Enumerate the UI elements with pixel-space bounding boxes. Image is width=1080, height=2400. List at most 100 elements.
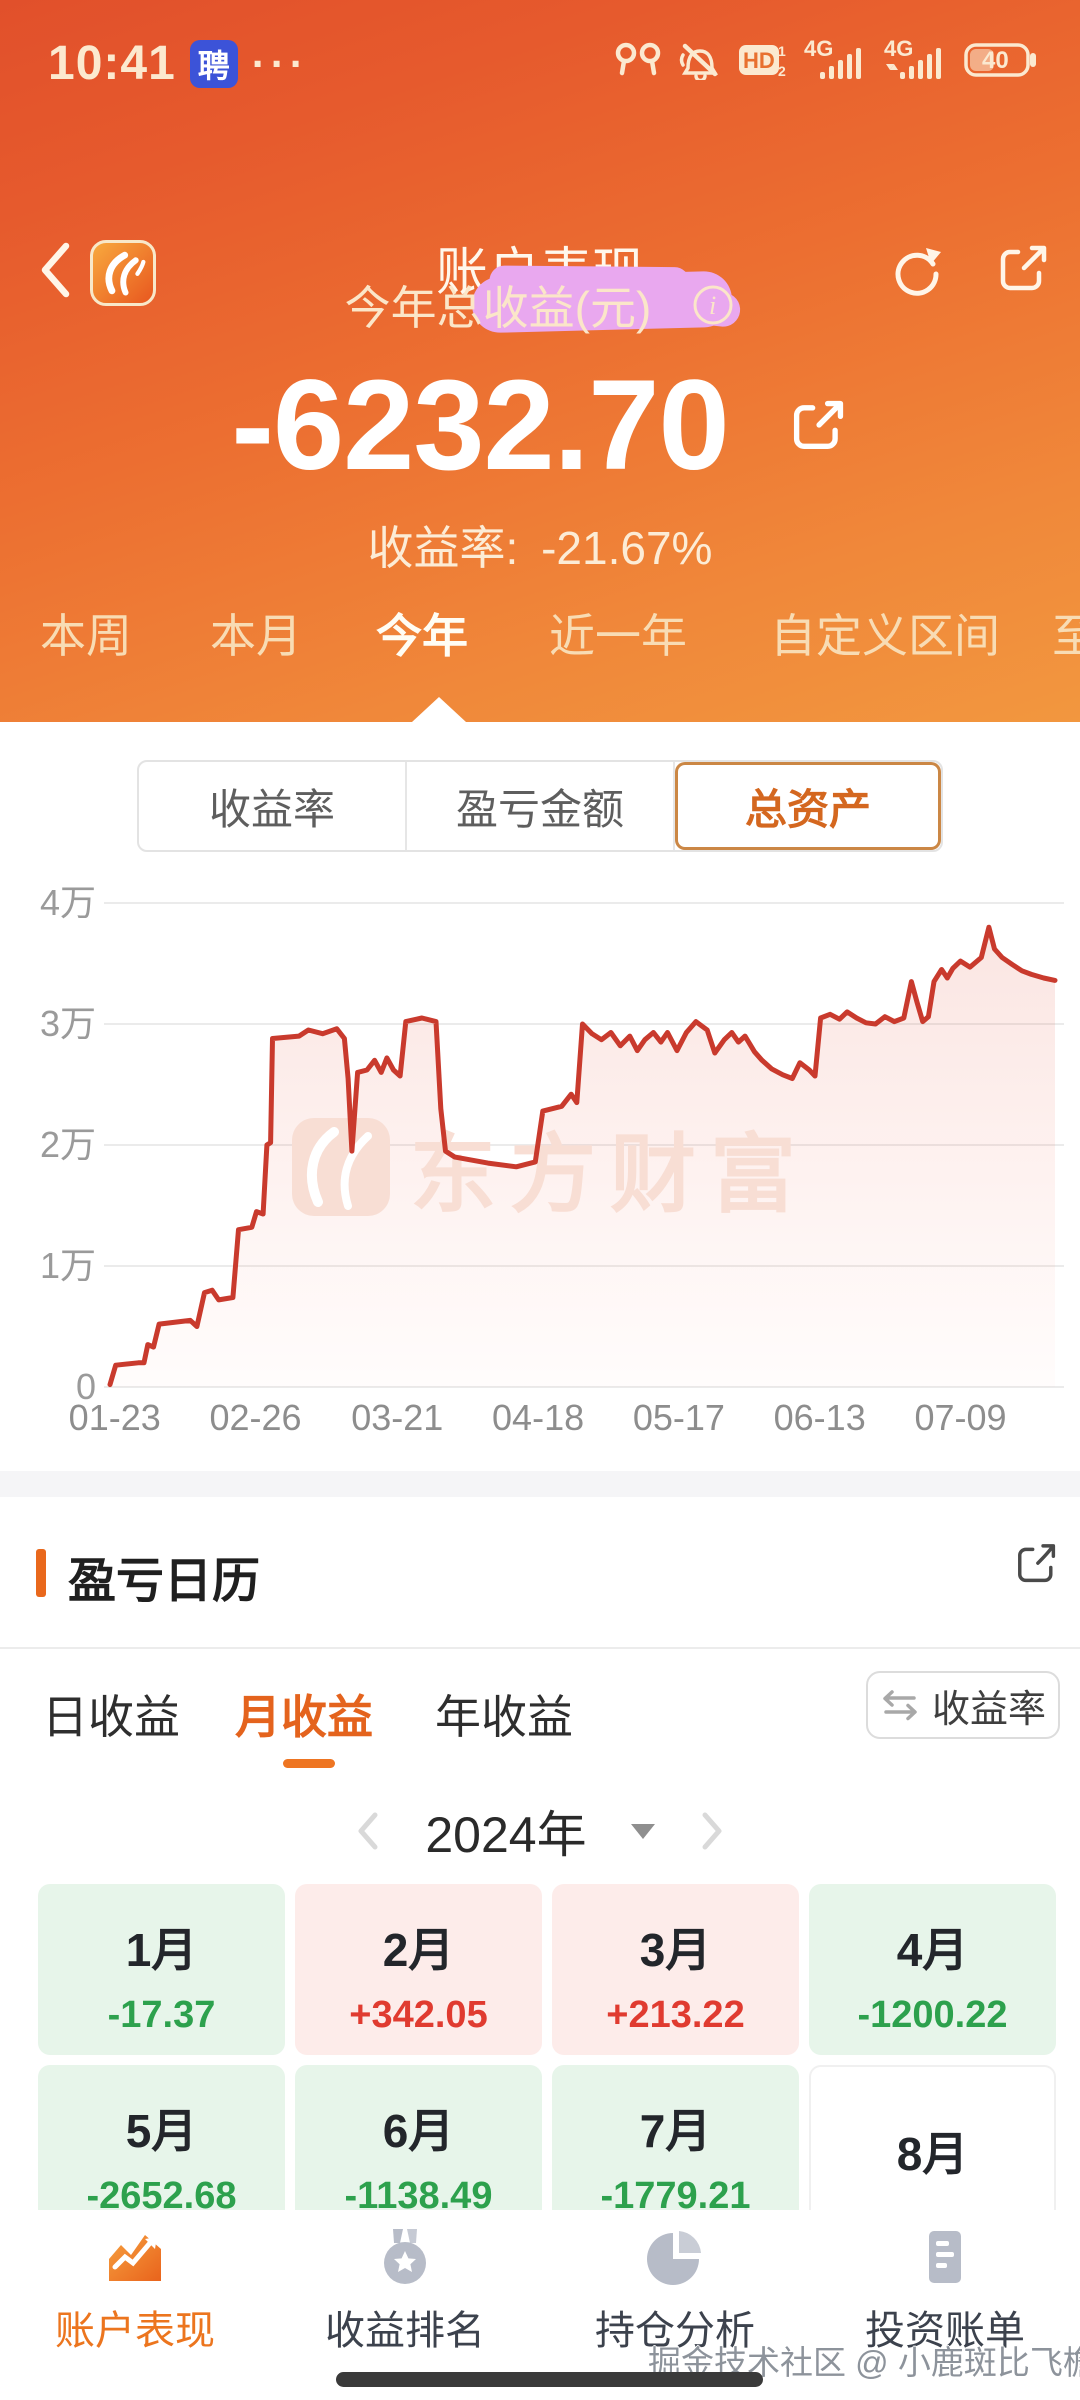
back-chevron-icon [41, 242, 70, 298]
y-axis-label: 3万 [40, 1003, 96, 1044]
nav-item-4[interactable]: 投资账单 [810, 2210, 1080, 2400]
month-label: 2月 [382, 1924, 455, 1976]
month-cell-2[interactable]: 2月 +342.05 [295, 1884, 542, 2055]
info-icon[interactable]: i [691, 283, 735, 327]
refresh-icon [895, 248, 941, 296]
bottom-navigation: 账户表现 收益排名 持仓分析 投资账单 [0, 2210, 1080, 2400]
year-label[interactable]: 2024年 [425, 1807, 587, 1863]
mute-bell-icon [679, 43, 719, 80]
return-rate-label: 收益率: [367, 522, 519, 574]
app-header: 账户表现 [0, 110, 1080, 334]
pnl-calendar-title: 盈亏日历 [68, 1555, 261, 1608]
x-axis-label: 06-13 [774, 1397, 866, 1438]
month-label: 3月 [639, 1924, 712, 1976]
asset-chart[interactable]: 0 1万 2万 3万 4万 01-23 02-26 03-21 04-18 05-17 06-13 0… [0, 870, 1080, 1450]
month-cell-3[interactable]: 3月 +213.22 [552, 1884, 799, 2055]
month-cell-8[interactable]: 8月 [809, 2065, 1056, 2210]
period-tab-4[interactable]: 近一年 [549, 610, 687, 662]
total-return-value: -6232.70 [231, 354, 729, 497]
nav-item-1[interactable]: 账户表现 [0, 2210, 270, 2400]
app-logo[interactable] [90, 240, 156, 306]
period-tab-6[interactable]: 至 [1052, 610, 1080, 662]
home-indicator-bar[interactable] [336, 2372, 763, 2387]
x-axis-label: 01-23 [69, 1397, 161, 1438]
month-label: 6月 [382, 2105, 455, 2157]
month-cell-6[interactable]: 6月 -1138.49 [295, 2065, 542, 2210]
svg-text:40: 40 [982, 47, 1009, 74]
back-button[interactable] [36, 238, 76, 307]
svg-text:2: 2 [778, 63, 786, 79]
calendar-tab-3[interactable]: 年收益 [435, 1691, 573, 1743]
notification-app-badge: 聘 [189, 39, 238, 88]
month-cell-1[interactable]: 1月 -17.37 [38, 1884, 285, 2055]
holdings-pie-icon [645, 2226, 705, 2288]
month-label: 8月 [896, 2127, 969, 2180]
pnl-calendar-section: 盈亏日历 收益率 日收益 月收益 年收益 2 [0, 1497, 1080, 2210]
refresh-button[interactable] [888, 242, 944, 303]
performance-chart-icon [104, 2226, 166, 2288]
month-label: 1月 [125, 1924, 198, 1976]
brand-watermark: 东方财富 [292, 1118, 810, 1223]
period-tabs: 本周 本月 今年 近一年 自定义区间至 [0, 600, 1080, 680]
month-value: -1138.49 [344, 2175, 493, 2210]
share-result-icon[interactable] [787, 395, 849, 457]
next-year-chevron-icon[interactable] [699, 1809, 725, 1853]
y-axis-label: 1万 [40, 1245, 96, 1286]
brand-watermark-text: 东方财富 [410, 1127, 810, 1223]
total-return-label: 今年总收益(元) [344, 282, 652, 334]
sim1-signal-icon: 4G [804, 38, 861, 79]
nav-label: 收益排名 [325, 2309, 485, 2353]
metric-tab-1[interactable]: 收益率 [139, 762, 407, 850]
calendar-tab-2[interactable]: 月收益 [235, 1691, 373, 1743]
month-label: 4月 [896, 1924, 969, 1976]
month-value: -17.37 [107, 1994, 216, 2036]
nav-item-2[interactable]: 收益排名 [270, 2210, 540, 2400]
nav-item-3[interactable]: 持仓分析 [540, 2210, 810, 2400]
nav-label: 持仓分析 [595, 2309, 755, 2353]
hd-voice-icon: HD 1 2 [739, 43, 786, 79]
rate-toggle-label: 收益率 [931, 1688, 1046, 1731]
x-axis-label: 02-26 [209, 1397, 301, 1438]
y-axis-label: 2万 [40, 1124, 96, 1165]
period-tab-5[interactable]: 自定义区间 [770, 610, 1000, 662]
month-value: +342.05 [349, 1994, 488, 2036]
nav-label: 账户表现 [55, 2309, 215, 2353]
period-tab-2[interactable]: 本月 [210, 610, 302, 662]
month-label: 7月 [639, 2105, 712, 2157]
ranking-medal-icon [375, 2226, 435, 2288]
period-tab-3[interactable]: 今年 [376, 610, 468, 662]
calendar-tabs: 收益率 日收益 月收益 年收益 [0, 1649, 1080, 1797]
calendar-share-icon [1018, 1544, 1056, 1583]
share-export-icon [1000, 245, 1047, 291]
svg-text:1: 1 [778, 43, 786, 59]
clock-time: 10:41 [48, 37, 176, 90]
y-axis-label: 0 [76, 1366, 96, 1407]
hero-gradient-panel: 10:41 聘 ··· [0, 0, 1080, 722]
rate-toggle-button[interactable]: 收益率 [866, 1671, 1060, 1739]
month-value: -1200.22 [857, 1994, 1008, 2036]
calendar-share-button[interactable] [1012, 1539, 1062, 1594]
month-value: +213.22 [606, 1994, 745, 2036]
status-bar: 10:41 聘 ··· [0, 36, 1080, 92]
asset-line [107, 924, 1058, 1388]
month-cell-7[interactable]: 7月 -1779.21 [552, 2065, 799, 2210]
sim2-signal-icon: 4G [884, 38, 941, 79]
period-tab-1[interactable]: 本周 [40, 610, 132, 662]
x-axis-label: 04-18 [492, 1397, 584, 1438]
share-button[interactable] [994, 240, 1052, 303]
battery-icon: 40 [964, 43, 1036, 77]
month-value: -2652.68 [86, 2175, 237, 2210]
more-notifications-dots: ··· [251, 39, 309, 87]
month-cell-5[interactable]: 5月 -2652.68 [38, 2065, 285, 2210]
metric-tab-3[interactable]: 总资产 [675, 762, 941, 850]
earbuds-icon [615, 42, 661, 76]
year-selector: 2024年 [0, 1798, 1080, 1864]
month-cell-4[interactable]: 4月 -1200.22 [809, 1884, 1056, 2055]
year-dropdown-caret[interactable] [630, 1823, 655, 1839]
metric-tabs: 收益率 盈亏金额 总资产 [137, 760, 943, 852]
prev-year-chevron-icon[interactable] [355, 1809, 381, 1853]
section-accent-bar [36, 1549, 46, 1597]
calendar-tab-1[interactable]: 日收益 [42, 1691, 180, 1743]
metric-tab-2[interactable]: 盈亏金额 [407, 762, 675, 850]
